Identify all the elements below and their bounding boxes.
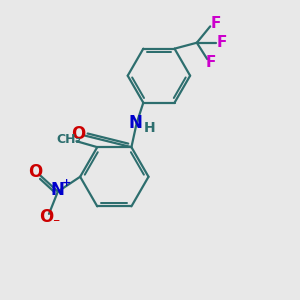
Text: F: F (217, 34, 227, 50)
Text: O: O (39, 208, 53, 226)
Text: N: N (128, 114, 142, 132)
Text: CH₃: CH₃ (56, 133, 82, 146)
Text: N: N (51, 181, 65, 199)
Text: F: F (206, 55, 216, 70)
Text: ⁻: ⁻ (52, 216, 59, 230)
Text: O: O (70, 125, 85, 143)
Text: O: O (28, 163, 43, 181)
Text: F: F (210, 16, 221, 32)
Text: H: H (144, 121, 156, 135)
Text: +: + (61, 178, 71, 188)
